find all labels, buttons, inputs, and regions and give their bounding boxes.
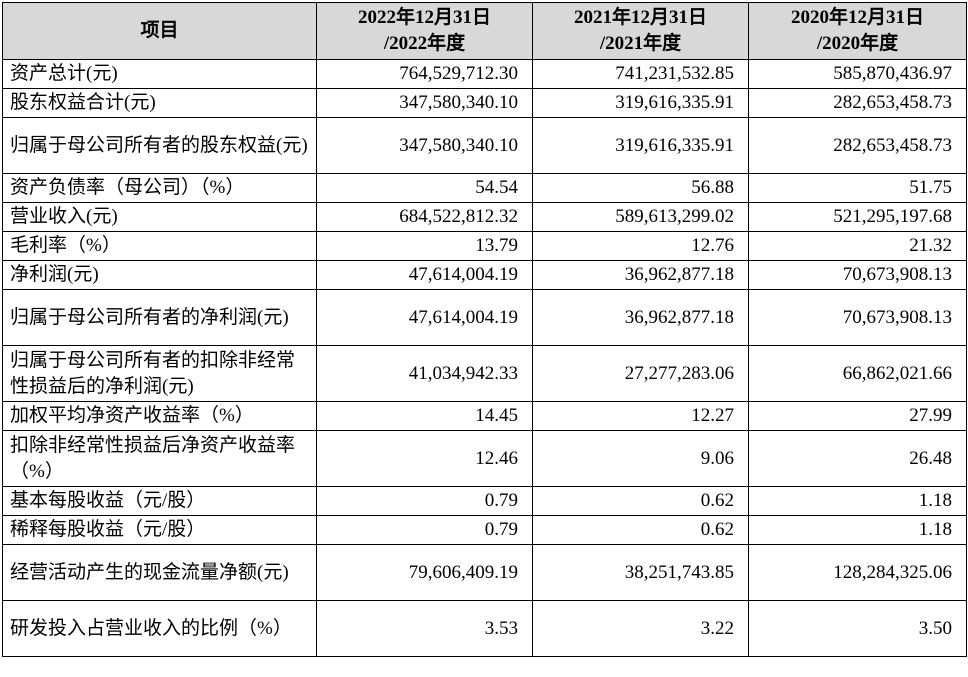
header-2022-text: 2022年12月31日 /2022年度 [357,7,491,54]
table-row: 股东权益合计(元) 347,580,340.10 319,616,335.91 282… [2,88,967,118]
row-label: 营业收入(元) [2,202,317,232]
row-label: 基本每股收益（元/股） [2,486,317,516]
row-label: 净利润(元) [2,260,317,290]
value-2020: 128,284,325.06 [748,544,967,601]
value-2022: 0.79 [316,486,533,516]
row-label: 研发投入占营业收入的比例（%） [2,600,317,657]
row-label: 扣除非经常性损益后净资产收益率（%） [2,430,317,487]
value-2021: 741,231,532.85 [532,59,749,89]
value-2020: 70,673,908.13 [748,289,967,346]
value-2020: 1.18 [748,515,967,545]
value-2020: 585,870,436.97 [748,59,967,89]
value-2021: 36,962,877.18 [532,260,749,290]
table-row: 营业收入(元) 684,522,812.32 589,613,299.02 521,2… [2,202,967,232]
table-row: 扣除非经常性损益后净资产收益率（%） 12.46 9.06 26.48 [2,430,967,487]
value-2020: 521,295,197.68 [748,202,967,232]
value-2021: 56.88 [532,173,749,203]
row-label: 加权平均净资产收益率（%） [2,401,317,431]
row-label: 毛利率（%） [2,231,317,261]
table-header-row: 项目 2022年12月31日 /2022年度 2021年12月31日 /2021… [2,2,967,60]
value-2021: 589,613,299.02 [532,202,749,232]
value-2020: 282,653,458.73 [748,88,967,118]
value-2022: 13.79 [316,231,533,261]
value-2021: 0.62 [532,486,749,516]
value-2022: 79,606,409.19 [316,544,533,601]
row-label: 稀释每股收益（元/股） [2,515,317,545]
header-2020-text: 2020年12月31日 /2020年度 [790,7,924,54]
value-2022: 347,580,340.10 [316,117,533,174]
table-row: 资产负债率（母公司）（%） 54.54 56.88 51.75 [2,173,967,203]
value-2021: 3.22 [532,600,749,657]
header-2021: 2021年12月31日 /2021年度 [532,2,749,60]
value-2020: 282,653,458.73 [748,117,967,174]
row-label: 股东权益合计(元) [2,88,317,118]
value-2022: 47,614,004.19 [316,260,533,290]
value-2022: 54.54 [316,173,533,203]
value-2022: 3.53 [316,600,533,657]
value-2020: 66,862,021.66 [748,345,967,402]
value-2021: 9.06 [532,430,749,487]
value-2020: 21.32 [748,231,967,261]
value-2022: 47,614,004.19 [316,289,533,346]
value-2022: 764,529,712.30 [316,59,533,89]
value-2020: 27.99 [748,401,967,431]
value-2021: 36,962,877.18 [532,289,749,346]
value-2022: 0.79 [316,515,533,545]
value-2022: 14.45 [316,401,533,431]
table-row: 研发投入占营业收入的比例（%） 3.53 3.22 3.50 [2,600,967,657]
value-2020: 1.18 [748,486,967,516]
table-row: 基本每股收益（元/股） 0.79 0.62 1.18 [2,486,967,516]
table-row: 归属于母公司所有者的扣除非经常性损益后的净利润(元) 41,034,942.33 2… [2,345,967,402]
row-label: 归属于母公司所有者的扣除非经常性损益后的净利润(元) [2,345,317,402]
table-row: 稀释每股收益（元/股） 0.79 0.62 1.18 [2,515,967,545]
value-2021: 12.27 [532,401,749,431]
table-row: 归属于母公司所有者的净利润(元) 47,614,004.19 36,962,877.… [2,289,967,346]
row-label: 资产负债率（母公司）（%） [2,173,317,203]
value-2020: 26.48 [748,430,967,487]
financial-summary-table: 项目 2022年12月31日 /2022年度 2021年12月31日 /2021… [2,2,967,657]
value-2022: 41,034,942.33 [316,345,533,402]
value-2021: 319,616,335.91 [532,117,749,174]
header-2020: 2020年12月31日 /2020年度 [748,2,967,60]
header-2022: 2022年12月31日 /2022年度 [316,2,533,60]
value-2022: 347,580,340.10 [316,88,533,118]
table-row: 归属于母公司所有者的股东权益(元) 347,580,340.10 319,616,3… [2,117,967,174]
value-2020: 3.50 [748,600,967,657]
value-2022: 12.46 [316,430,533,487]
table-row: 资产总计(元) 764,529,712.30 741,231,532.85 585,8… [2,59,967,89]
value-2020: 70,673,908.13 [748,260,967,290]
row-label: 归属于母公司所有者的股东权益(元) [2,117,317,174]
value-2021: 0.62 [532,515,749,545]
value-2021: 38,251,743.85 [532,544,749,601]
row-label: 归属于母公司所有者的净利润(元) [2,289,317,346]
header-2021-text: 2021年12月31日 /2021年度 [573,7,707,54]
value-2022: 684,522,812.32 [316,202,533,232]
table-row: 加权平均净资产收益率（%） 14.45 12.27 27.99 [2,401,967,431]
header-item: 项目 [2,2,317,60]
value-2021: 27,277,283.06 [532,345,749,402]
row-label: 资产总计(元) [2,59,317,89]
value-2020: 51.75 [748,173,967,203]
table-row: 毛利率（%） 13.79 12.76 21.32 [2,231,967,261]
value-2021: 12.76 [532,231,749,261]
row-label: 经营活动产生的现金流量净额(元) [2,544,317,601]
value-2021: 319,616,335.91 [532,88,749,118]
table-row: 净利润(元) 47,614,004.19 36,962,877.18 70,673,9… [2,260,967,290]
table-row: 经营活动产生的现金流量净额(元) 79,606,409.19 38,251,743.… [2,544,967,601]
